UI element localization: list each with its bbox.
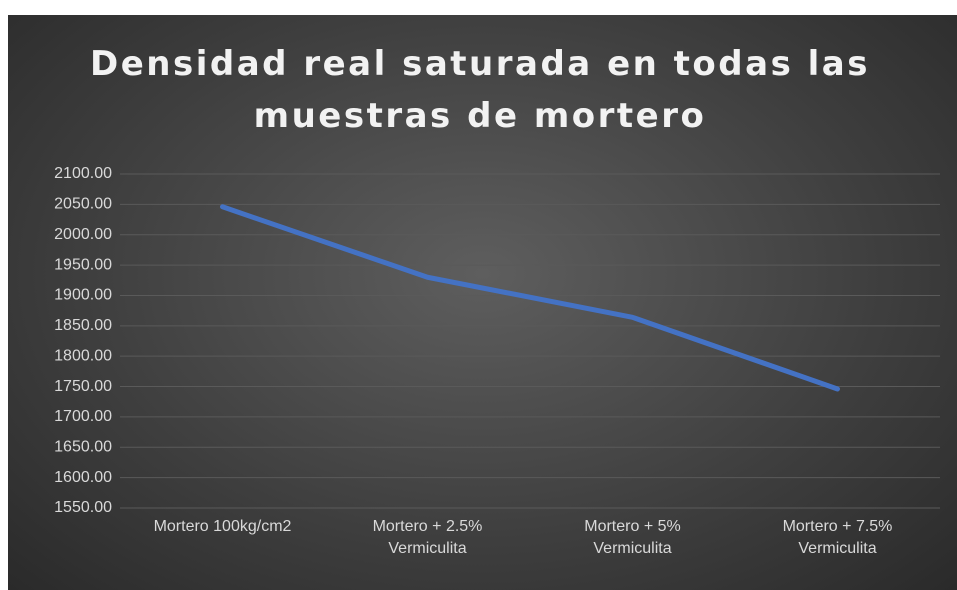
y-tick-label: 1800.00 — [54, 347, 112, 364]
y-tick-label: 2050.00 — [54, 196, 112, 213]
x-tick-label: Mortero 100kg/cm2 — [153, 518, 292, 535]
y-tick-label: 1550.00 — [54, 499, 112, 516]
y-tick-label: 2100.00 — [54, 165, 112, 182]
y-tick-label: 1950.00 — [54, 256, 112, 273]
y-tick-label: 1850.00 — [54, 317, 112, 334]
x-tick-label: Mortero + 5% Vermiculita — [584, 518, 681, 557]
y-tick-label: 1600.00 — [54, 469, 112, 486]
chart-background — [8, 15, 957, 590]
chart-title: Densidad real saturada en todas las mues… — [90, 44, 870, 136]
x-tick-label: Mortero + 7.5% Vermiculita — [782, 518, 893, 557]
line — [220, 204, 840, 392]
y-tick-label: 2000.00 — [54, 226, 112, 243]
y-tick-label: 1700.00 — [54, 408, 112, 425]
x-tick-label: Mortero + 2.5% Vermiculita — [372, 518, 483, 557]
y-tick-label: 1650.00 — [54, 438, 112, 455]
y-tick-label: 1900.00 — [54, 287, 112, 304]
y-tick-label: 1750.00 — [54, 378, 112, 395]
